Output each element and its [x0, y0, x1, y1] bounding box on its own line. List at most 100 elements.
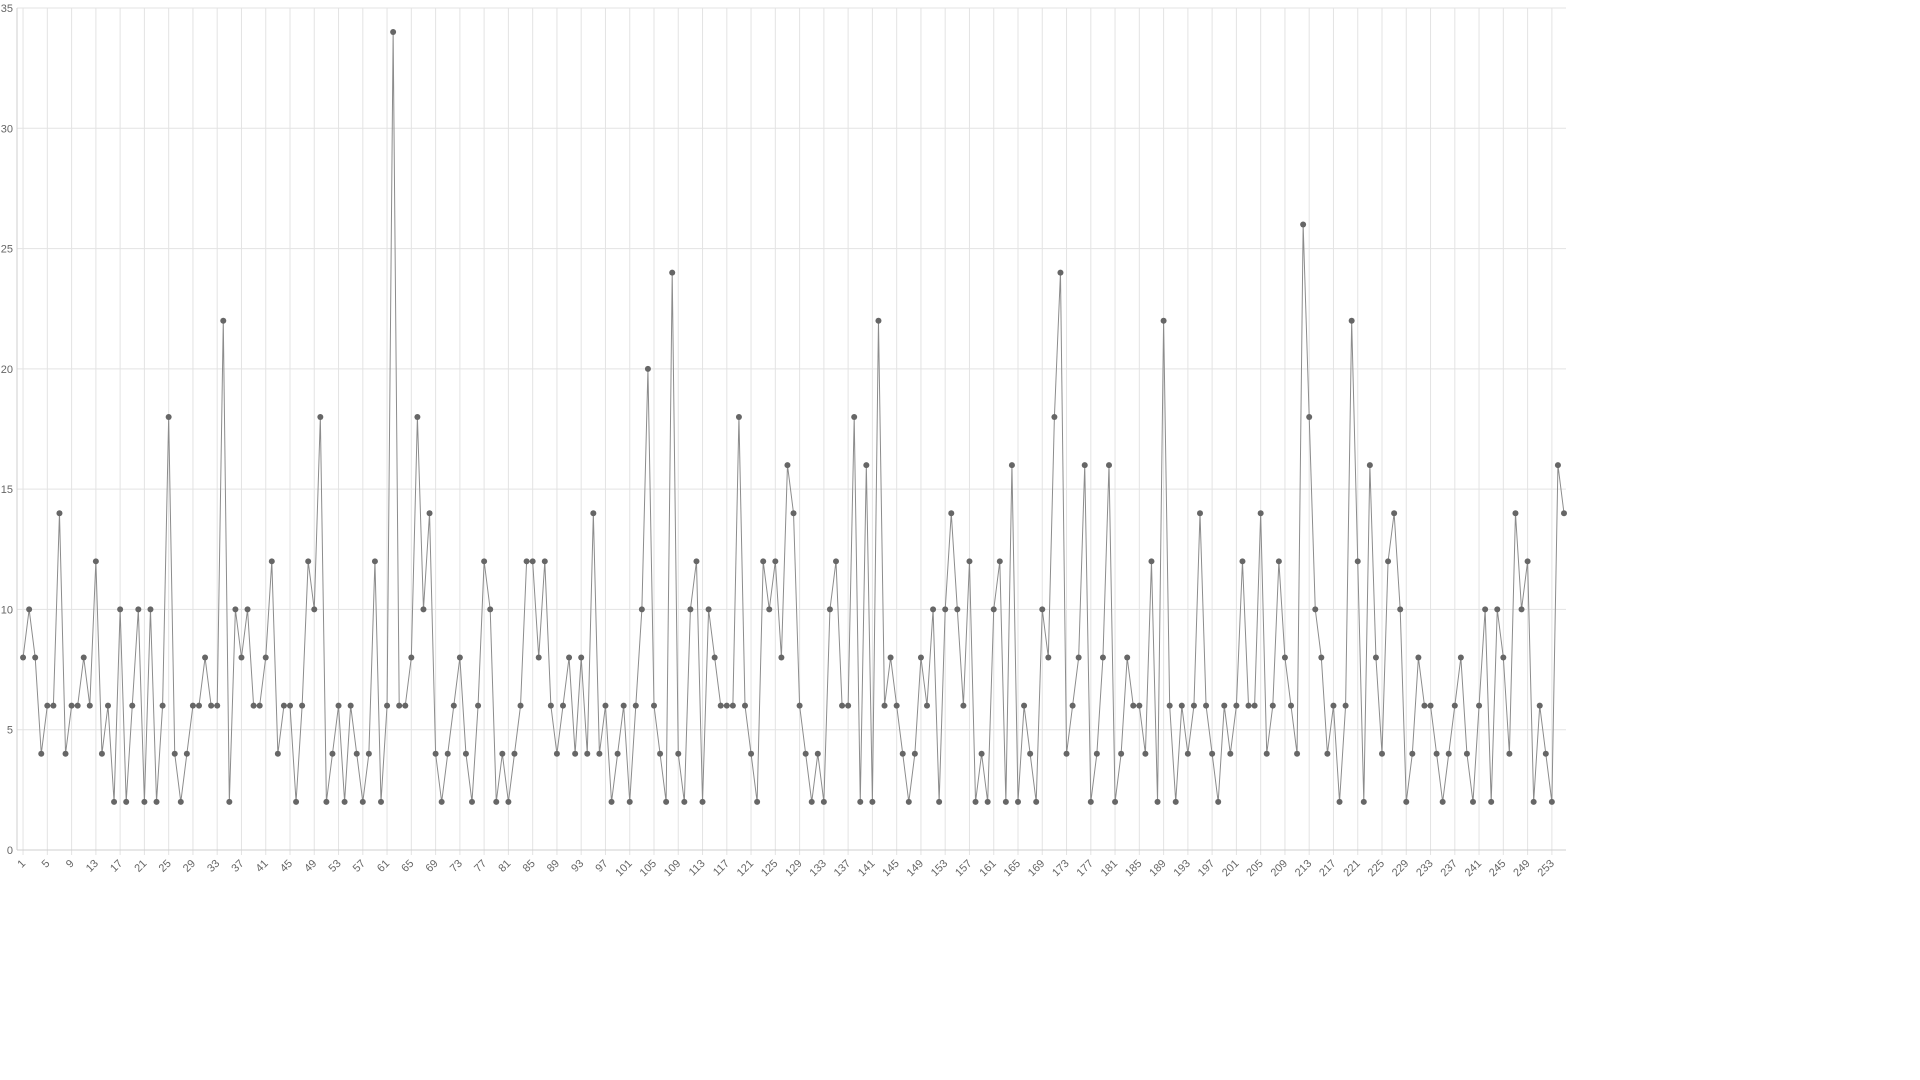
data-point: [1536, 702, 1543, 709]
data-point: [1488, 798, 1495, 805]
x-tick-label: 101: [613, 858, 634, 879]
x-tick-label: 97: [593, 858, 610, 875]
x-tick-label: 113: [687, 858, 708, 879]
data-point: [1051, 413, 1058, 420]
x-tick-label: 109: [662, 858, 683, 879]
data-point: [74, 702, 81, 709]
data-point: [1130, 702, 1137, 709]
x-tick-label: 173: [1050, 858, 1071, 879]
data-point: [226, 798, 233, 805]
data-point: [1215, 798, 1222, 805]
data-point: [141, 798, 148, 805]
data-point: [614, 750, 621, 757]
x-tick-label: 9: [64, 858, 77, 871]
x-tick-label: 149: [905, 858, 926, 879]
data-point: [274, 750, 281, 757]
data-point: [408, 654, 415, 661]
data-point: [1427, 702, 1434, 709]
data-point: [511, 750, 518, 757]
x-tick-label: 89: [545, 858, 562, 875]
x-tick-label: 73: [448, 858, 465, 875]
data-point: [365, 750, 372, 757]
data-point: [729, 702, 736, 709]
data-point: [1087, 798, 1094, 805]
x-tick-label: 233: [1414, 858, 1435, 879]
x-tick-label: 189: [1147, 858, 1168, 879]
data-point: [1269, 702, 1276, 709]
data-point: [208, 702, 215, 709]
data-point: [1421, 702, 1428, 709]
data-point: [1318, 654, 1325, 661]
data-point: [778, 654, 785, 661]
x-tick-label: 197: [1196, 858, 1217, 879]
data-point: [1106, 462, 1112, 469]
x-tick-label: 77: [472, 858, 489, 875]
data-point: [863, 462, 870, 469]
data-point: [450, 702, 457, 709]
data-point: [402, 702, 409, 709]
data-point: [1348, 317, 1355, 324]
x-tick-label: 165: [1002, 858, 1023, 879]
data-point: [1281, 654, 1288, 661]
data-point: [1124, 654, 1131, 661]
data-point: [1057, 269, 1064, 276]
data-point: [924, 702, 930, 709]
data-point: [481, 558, 488, 565]
x-tick-label: 33: [205, 858, 222, 875]
data-point: [711, 654, 718, 661]
data-point: [244, 606, 251, 613]
data-point: [347, 702, 354, 709]
x-tick-label: 17: [108, 858, 125, 875]
data-point: [1524, 558, 1531, 565]
data-point: [608, 798, 615, 805]
data-point: [911, 750, 918, 757]
data-point: [183, 750, 190, 757]
data-point: [984, 798, 991, 805]
data-point: [1451, 702, 1458, 709]
data-point: [287, 702, 293, 709]
data-point: [214, 702, 221, 709]
data-point: [462, 750, 469, 757]
data-point: [341, 798, 348, 805]
data-point: [177, 798, 184, 805]
data-point: [1457, 654, 1464, 661]
data-point: [966, 558, 973, 565]
data-point: [638, 606, 645, 613]
data-point: [1372, 654, 1379, 661]
data-point: [1045, 654, 1052, 661]
data-point: [111, 798, 118, 805]
data-point: [378, 798, 384, 805]
data-point: [693, 558, 700, 565]
data-point: [371, 558, 378, 565]
data-point: [887, 654, 894, 661]
data-point: [256, 702, 263, 709]
x-tick-label: 13: [84, 858, 101, 875]
data-point: [553, 750, 560, 757]
data-point: [620, 702, 627, 709]
data-point: [123, 798, 130, 805]
data-point: [1239, 558, 1246, 565]
x-tick-label: 161: [977, 858, 998, 879]
x-tick-label: 69: [424, 858, 441, 875]
data-point: [893, 702, 900, 709]
data-point: [1203, 702, 1210, 709]
data-point: [323, 798, 330, 805]
data-point: [978, 750, 985, 757]
data-point: [760, 558, 767, 565]
data-point: [1099, 654, 1106, 661]
x-tick-label: 181: [1099, 858, 1120, 879]
x-tick-label: 137: [832, 858, 853, 879]
x-tick-label: 37: [229, 858, 246, 875]
data-point: [426, 510, 433, 517]
x-tick-label: 237: [1438, 858, 1459, 879]
data-point: [748, 750, 755, 757]
x-tick-label: 157: [953, 858, 974, 879]
data-point: [1500, 654, 1507, 661]
data-point: [535, 654, 542, 661]
data-point: [529, 558, 536, 565]
data-point: [1136, 702, 1143, 709]
data-point: [1397, 606, 1404, 613]
data-point: [1366, 462, 1373, 469]
